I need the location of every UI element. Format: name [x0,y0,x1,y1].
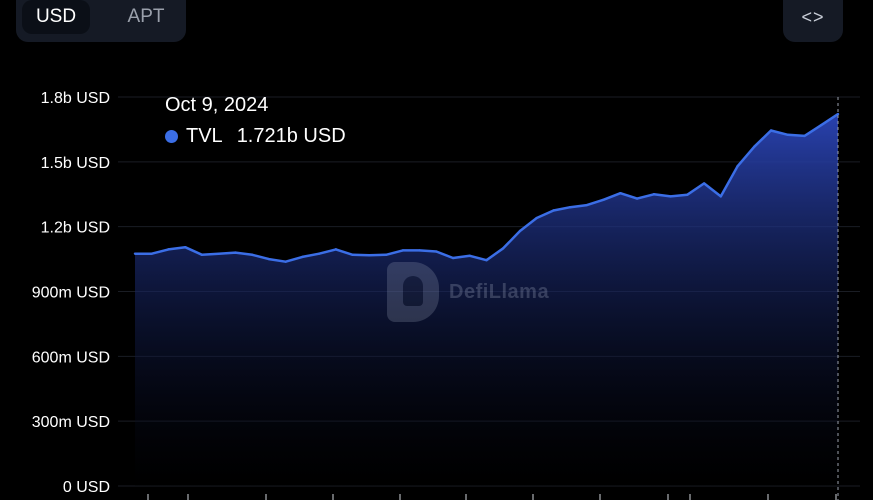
y-tick-label: 1.8b USD [41,90,110,107]
tvl-data-point [786,133,789,137]
tvl-data-point [702,182,706,185]
tvl-data-point [552,209,555,212]
y-tick-label: 900m USD [32,285,110,302]
y-tick-label: 1.2b USD [41,220,110,237]
tvl-data-point [217,252,220,255]
tvl-data-point [234,251,237,254]
tvl-data-point [200,253,204,256]
tvl-data-point [418,249,421,252]
tvl-data-point [652,193,656,196]
tvl-data-point [635,197,639,200]
tvl-data-point [334,248,338,251]
tvl-data-point [485,258,488,262]
llama-logo-icon [387,262,439,322]
tvl-data-point [401,249,405,252]
tvl-data-point [836,112,840,116]
x-axis-ticks [147,494,837,500]
embed-button[interactable]: <> [783,0,843,42]
tvl-data-point [267,257,271,261]
embed-code-icon: <> [801,7,825,27]
tvl-data-point [384,253,388,256]
tooltip-series-name: TVL [186,125,223,147]
data-points [133,112,840,263]
tvl-data-point [736,164,739,168]
tooltip-value: 1.721b USD [236,125,346,147]
tvl-data-point [753,145,756,148]
tvl-area-fill [135,114,838,486]
tvl-data-point [619,191,622,195]
tvl-data-point [284,260,287,263]
tvl-data-point [769,129,773,132]
tvl-data-point [317,252,321,255]
chart-tooltip: Oct 9, 2024 TVL 1.721b USD [165,94,346,148]
y-tick-label: 0 USD [63,479,110,496]
tvl-data-point [435,250,438,253]
y-tick-label: 300m USD [32,414,110,431]
tvl-data-point [719,195,723,198]
tvl-data-point [502,247,505,250]
tvl-data-point [184,245,187,249]
tvl-data-point [820,123,823,127]
tvl-data-point [133,252,137,255]
tvl-data-point [535,216,538,220]
defillama-watermark: DefiLlama [387,262,549,322]
tvl-data-point [301,255,304,259]
y-tick-label: 600m USD [32,349,110,366]
tooltip-date: Oct 9, 2024 [165,94,269,116]
tvl-data-point [585,203,589,207]
tvl-data-point [468,254,471,258]
tvl-data-point [518,229,522,233]
usd-toggle-button[interactable]: USD [22,0,90,34]
tvl-data-point [368,253,371,257]
series-color-dot [165,130,178,143]
tooltip-series-row: TVL 1.721b USD [165,125,346,148]
y-axis-labels: 0 USD 300m USD 600m USD 900m USD 1.2b USD 1.5… [32,90,110,496]
tvl-data-point [669,195,672,198]
tvl-data-point [351,253,354,256]
apt-toggle-button[interactable]: APT [127,6,165,27]
tvl-data-point [803,134,806,138]
currency-toggle-group: USD APT [16,0,186,42]
y-tick-label: 1.5b USD [41,155,110,172]
tvl-data-point [250,253,254,256]
tvl-data-point [568,206,572,209]
tvl-data-point [150,252,153,255]
tvl-data-point [167,248,170,251]
tvl-data-point [602,198,605,201]
tvl-data-point [451,256,455,260]
tvl-data-point [686,193,689,196]
watermark-text: DefiLlama [449,280,550,303]
